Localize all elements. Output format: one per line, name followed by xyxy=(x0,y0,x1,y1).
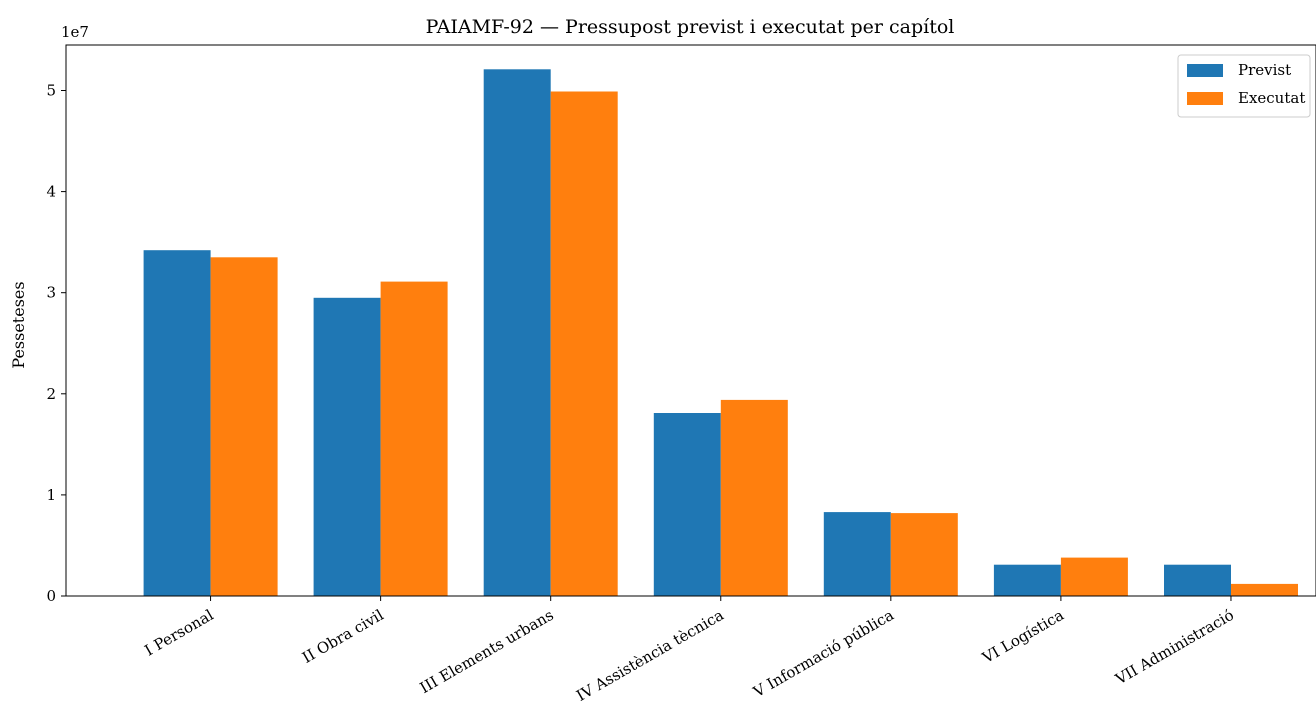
y-scale-label: 1e7 xyxy=(61,23,89,41)
bar-previst-vi-logistica xyxy=(993,564,1061,596)
bars xyxy=(143,69,1298,597)
x-tick-label-iv-assistencia-tecnica: IV Assistència tècnica xyxy=(573,606,727,705)
bar-executat-i-personal xyxy=(210,257,278,596)
bar-executat-iii-elements-urbans xyxy=(550,91,618,596)
bar-previst-i-personal xyxy=(143,250,211,596)
legend-label-executat: Executat xyxy=(1238,89,1305,107)
y-tick-label-4: 4 xyxy=(46,183,56,201)
bar-previst-iii-elements-urbans xyxy=(483,69,551,597)
y-axis-label: Pesseteses xyxy=(9,281,28,368)
bar-previst-v-informacio-publica xyxy=(823,512,891,596)
x-axis: I Personal II Obra civil III Elements urba… xyxy=(141,596,1237,705)
y-axis: 0 1 2 3 4 5 xyxy=(46,81,66,605)
bar-previst-ii-obra-civil xyxy=(313,297,381,596)
bar-previst-vii-administracio xyxy=(1164,564,1231,596)
bar-executat-iv-assistencia-tecnica xyxy=(720,399,788,596)
x-tick-label-i-personal: I Personal xyxy=(141,606,216,660)
bar-executat-ii-obra-civil xyxy=(380,281,448,596)
bar-executat-vi-logistica xyxy=(1060,557,1128,596)
x-tick-label-v-informacio-publica: V Informació pública xyxy=(749,606,897,702)
x-tick-label-vii-administracio: VII Administració xyxy=(1112,606,1237,689)
bar-executat-vii-administracio xyxy=(1231,583,1298,596)
y-tick-label-0: 0 xyxy=(46,587,56,605)
legend: Previst Executat xyxy=(1177,54,1311,118)
y-tick-label-3: 3 xyxy=(46,284,56,302)
bar-previst-iv-assistencia-tecnica xyxy=(653,413,721,596)
y-tick-label-2: 2 xyxy=(46,385,56,403)
plot-frame xyxy=(65,44,1316,597)
y-tick-label-1: 1 xyxy=(46,486,56,504)
bar-executat-v-informacio-publica xyxy=(890,513,958,596)
y-tick-label-5: 5 xyxy=(46,81,56,99)
x-tick-label-iii-elements-urbans: III Elements urbans xyxy=(417,606,557,697)
chart-title: PAIAMF-92 — Pressupost previst i executa… xyxy=(426,16,955,38)
legend-swatch-previst xyxy=(1187,64,1223,77)
x-tick-label-vi-logistica: VI Logística xyxy=(978,606,1067,668)
legend-swatch-executat xyxy=(1187,92,1223,105)
x-tick-label-ii-obra-civil: II Obra civil xyxy=(299,606,387,667)
legend-label-previst: Previst xyxy=(1238,61,1291,79)
